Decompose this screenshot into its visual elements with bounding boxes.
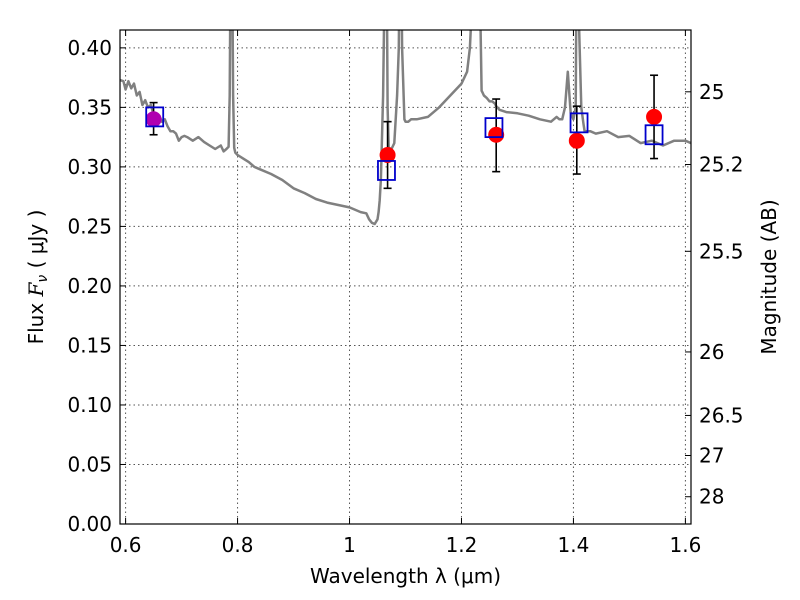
y-tick-label: 0.00 — [67, 512, 112, 536]
x-tick-label: 0.8 — [222, 533, 254, 557]
observed-flux-point — [568, 132, 585, 149]
mag-tick-label: 27 — [699, 444, 724, 468]
y-tick-label: 0.30 — [67, 155, 112, 179]
model-flux-square — [377, 160, 396, 181]
y-tick-label: 0.35 — [67, 95, 112, 119]
y-tick-label: 0.15 — [67, 333, 112, 357]
x-tick-label: 1 — [343, 533, 356, 557]
x-tick-label: 1.6 — [669, 533, 701, 557]
plot-frame — [119, 29, 692, 525]
mag-tick-label: 26 — [699, 340, 724, 364]
y-tick-label: 0.05 — [67, 452, 112, 476]
x-tick-label: 1.4 — [558, 533, 590, 557]
model-flux-square — [145, 106, 165, 128]
model-flux-square — [644, 124, 664, 146]
y-tick-label: 0.20 — [67, 274, 112, 298]
y-tick-label: 0.10 — [67, 393, 112, 417]
model-flux-square — [569, 112, 589, 134]
observed-flux-point — [379, 146, 396, 163]
axis-ticks: 0.6 0.8 1 1.2 1.4 1.6 0.00 0.05 0.10 0.15 0.20 0.25… — [67, 30, 744, 557]
y-axis-label: Flux Fν ( μJy ) — [24, 210, 51, 345]
mag-tick-label: 28 — [699, 485, 724, 509]
mag-tick-label: 25 — [699, 80, 724, 104]
data-marks — [145, 74, 664, 190]
observed-flux-point — [646, 108, 663, 125]
plot-area — [120, 30, 691, 226]
model-spectrum-line — [120, 30, 691, 226]
mag-tick-label: 25.5 — [699, 239, 744, 263]
mag-tick-label: 25.2 — [699, 153, 744, 177]
observed-flux-point — [488, 126, 505, 143]
mag-tick-label: 26.5 — [699, 403, 744, 427]
y-tick-label: 0.25 — [67, 214, 112, 238]
x-tick-label: 0.6 — [110, 533, 142, 557]
observed-flux-point — [145, 111, 162, 128]
model-flux-square — [484, 117, 504, 139]
y-tick-label: 0.40 — [67, 36, 112, 60]
x-axis-label: Wavelength λ (μm) — [310, 564, 501, 588]
y-axis-right-label: Magnitude (AB) — [757, 199, 781, 354]
x-tick-label: 1.2 — [446, 533, 478, 557]
grid-lines — [120, 30, 691, 525]
